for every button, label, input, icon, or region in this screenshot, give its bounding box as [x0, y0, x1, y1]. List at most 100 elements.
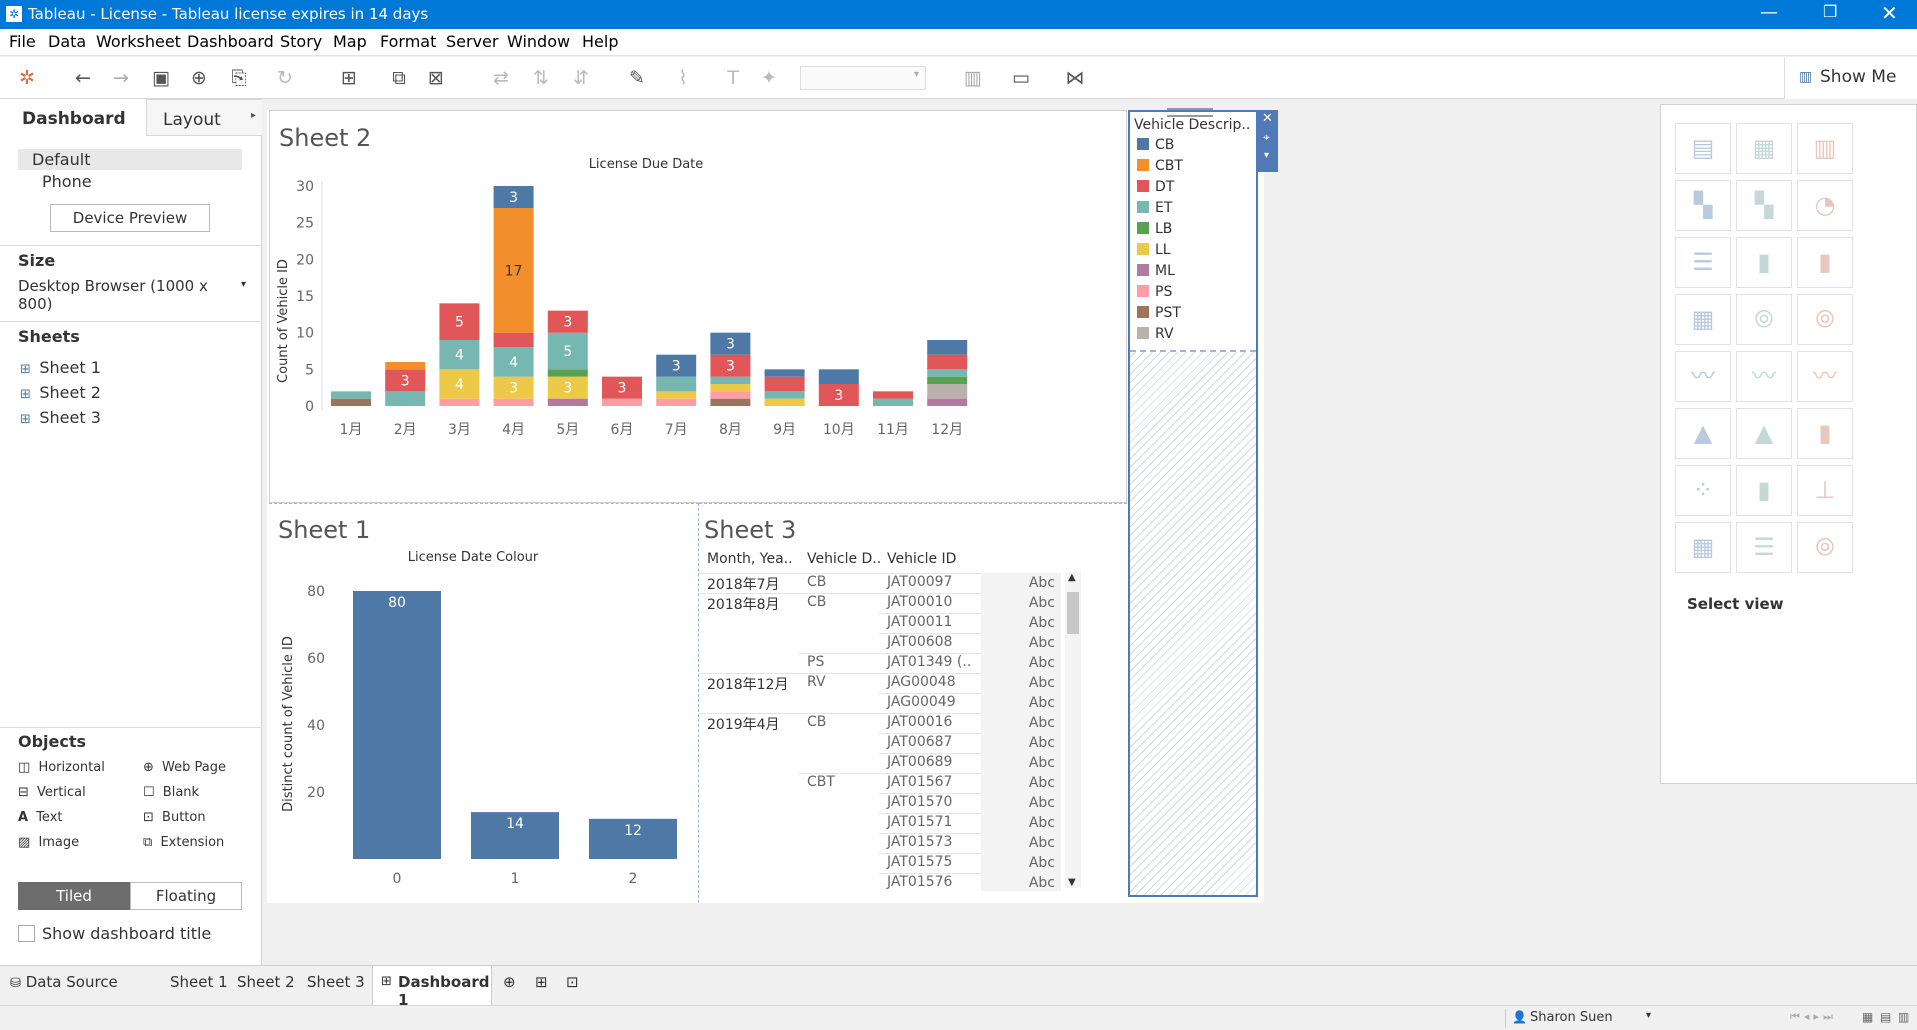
tab-sheet-2[interactable]: Sheet 2 [237, 973, 295, 991]
save-icon[interactable]: ▣ [152, 67, 170, 89]
circle-views-icon[interactable]: ⦾ [1736, 294, 1792, 345]
discrete-lines-icon[interactable]: 〰 [1736, 351, 1792, 402]
menu-story[interactable]: Story [280, 32, 323, 51]
gantt-chart-icon[interactable]: ▦ [1675, 522, 1731, 573]
menu-map[interactable]: Map [333, 32, 367, 51]
new-worksheet-tab-icon[interactable]: ⊕ [503, 973, 516, 991]
tab-sheet-3[interactable]: Sheet 3 [307, 973, 365, 991]
table-row[interactable]: 2018年12月 RV JAG00048 Abc [699, 673, 1061, 693]
object-text[interactable]: A Text [18, 810, 63, 825]
scatter-plot-icon[interactable]: ⁘ [1675, 465, 1731, 516]
table-row[interactable]: JAT01575 Abc [699, 853, 1061, 873]
pie-chart-icon[interactable]: ◔ [1797, 180, 1853, 231]
legend-item[interactable]: RV [1137, 326, 1174, 344]
sheet-list-item[interactable]: ⊞ Sheet 3 [20, 408, 101, 430]
grid-view-icon[interactable]: ▦ [1862, 1010, 1874, 1024]
pause-updates-icon[interactable]: ⎘ [231, 67, 247, 89]
object-button[interactable]: ⊡ Button [143, 810, 206, 825]
close-icon[interactable]: ✕ [1262, 111, 1273, 126]
group-icon[interactable]: ⌇ [678, 67, 688, 89]
table-row[interactable]: CBT JAT01567 Abc [699, 773, 1061, 793]
highlight-table-icon[interactable]: ▥ [1797, 123, 1853, 174]
legend-item[interactable]: ET [1137, 200, 1172, 218]
device-default[interactable]: Default [18, 149, 242, 170]
size-dropdown[interactable]: Desktop Browser (1000 x 800) ▾ [18, 277, 246, 313]
tab-dashboard[interactable]: Dashboard [0, 99, 146, 136]
pin-icon[interactable]: ✦ [761, 67, 777, 89]
legend-item[interactable]: LL [1137, 242, 1171, 260]
heat-map-icon[interactable]: ▦ [1736, 123, 1792, 174]
legend-item[interactable]: CB [1137, 137, 1174, 155]
symbol-map-icon[interactable]: ▚ [1675, 180, 1731, 231]
horizontal-bars-icon[interactable]: ☰ [1675, 237, 1731, 288]
zone-handle[interactable] [1167, 108, 1213, 117]
legend-item[interactable]: ML [1137, 263, 1175, 281]
new-story-tab-icon[interactable]: ⊡ [566, 973, 579, 991]
sheet2-zone[interactable]: Sheet 2 License Due Date Count of Vehicle… [269, 110, 1127, 503]
scroll-thumb[interactable] [1067, 592, 1079, 634]
tab-dashboard-1[interactable]: ⊞ Dashboard 1 [372, 966, 492, 1009]
scroll-up-icon[interactable]: ▲ [1068, 572, 1076, 583]
device-phone[interactable]: Phone [42, 172, 92, 191]
show-cards-icon[interactable]: ▥ [964, 67, 982, 89]
histogram-icon[interactable]: ▮ [1736, 465, 1792, 516]
label-icon[interactable]: T [727, 67, 739, 89]
show-me-button[interactable]: ▥ Show Me [1784, 57, 1917, 99]
menu-worksheet[interactable]: Worksheet [96, 32, 181, 51]
highlight-icon[interactable]: ✎ [629, 67, 645, 89]
treemap-icon[interactable]: ▦ [1675, 294, 1731, 345]
data-source-tab[interactable]: ⛁ Data Source [10, 973, 118, 991]
object-web-page[interactable]: ⊕ Web Page [143, 760, 226, 775]
menu-help[interactable]: Help [582, 32, 619, 51]
sheet3-zone[interactable]: Sheet 3 Month, Yea.. Vehicle D.. Vehicle… [699, 503, 1127, 903]
navigation-arrows-icon[interactable]: ⏮◂▸⏭ [1790, 1010, 1837, 1023]
menu-dashboard[interactable]: Dashboard [187, 32, 274, 51]
user-menu[interactable]: 👤 Sharon Suen ▾ [1505, 1009, 1655, 1028]
object-image[interactable]: ▨ Image [18, 835, 79, 850]
undo-icon[interactable]: ← [75, 67, 91, 89]
menu-window[interactable]: Window [507, 32, 571, 51]
redo-icon[interactable]: → [113, 67, 129, 89]
menu-server[interactable]: Server [446, 32, 499, 51]
table-row[interactable]: JAG00049 Abc [699, 693, 1061, 713]
legend-item[interactable]: PS [1137, 284, 1172, 302]
sheet-list-item[interactable]: ⊞ Sheet 1 [20, 358, 101, 380]
object-vertical[interactable]: ⊟ Vertical [18, 785, 86, 800]
scroll-down-icon[interactable]: ▼ [1068, 877, 1076, 888]
table-row[interactable]: JAT00608 Abc [699, 633, 1061, 653]
tab-layout[interactable]: Layout ▸ [146, 99, 262, 136]
table-row[interactable]: JAT01570 Abc [699, 793, 1061, 813]
duplicate-icon[interactable]: ⧉ [392, 67, 406, 89]
share-icon[interactable]: ⋈ [1065, 67, 1085, 89]
table-row[interactable]: JAT00687 Abc [699, 733, 1061, 753]
table-row[interactable]: JAT01576 Abc [699, 873, 1061, 891]
refresh-icon[interactable]: ↻ [277, 67, 293, 89]
legend-item[interactable]: CBT [1137, 158, 1183, 176]
dual-lines-icon[interactable]: 〰 [1797, 351, 1853, 402]
tiled-toggle[interactable]: Tiled [18, 882, 130, 910]
new-worksheet-icon[interactable]: ⊞ [341, 67, 357, 89]
device-preview-button[interactable]: Device Preview [50, 204, 210, 232]
column-header[interactable]: Vehicle D.. [807, 551, 882, 567]
table-row[interactable]: JAT01571 Abc [699, 813, 1061, 833]
tableau-logo-icon[interactable]: ✲ [19, 67, 35, 89]
tab-menu-icon[interactable]: ▸ [250, 110, 256, 121]
legend-item[interactable]: DT [1137, 179, 1174, 197]
table-row[interactable]: JAT00689 Abc [699, 753, 1061, 773]
text-table-icon[interactable]: ▤ [1675, 123, 1731, 174]
legend-item[interactable]: PST [1137, 305, 1181, 323]
dual-combination-icon[interactable]: ▮ [1797, 408, 1853, 459]
continuous-lines-icon[interactable]: 〰 [1675, 351, 1731, 402]
sheet1-zone[interactable]: Sheet 1 License Date Colour Distinct coun… [269, 503, 699, 903]
legend-item[interactable]: LB [1137, 221, 1172, 239]
column-header[interactable]: Vehicle ID [887, 551, 957, 567]
restore-icon[interactable]: ❐ [1823, 2, 1838, 21]
show-title-checkbox[interactable] [18, 925, 35, 942]
tab-sheet-1[interactable]: Sheet 1 [170, 973, 228, 991]
table-row[interactable]: 2018年7月 CB JAT00097 Abc [699, 573, 1061, 593]
menu-file[interactable]: File [9, 32, 36, 51]
sort-descending-icon[interactable]: ⇵ [573, 67, 589, 89]
object-horizontal[interactable]: ◫ Horizontal [18, 760, 105, 775]
table-row[interactable]: PS JAT01349 (.. Abc [699, 653, 1061, 673]
presentation-mode-icon[interactable]: ▭ [1012, 67, 1030, 89]
